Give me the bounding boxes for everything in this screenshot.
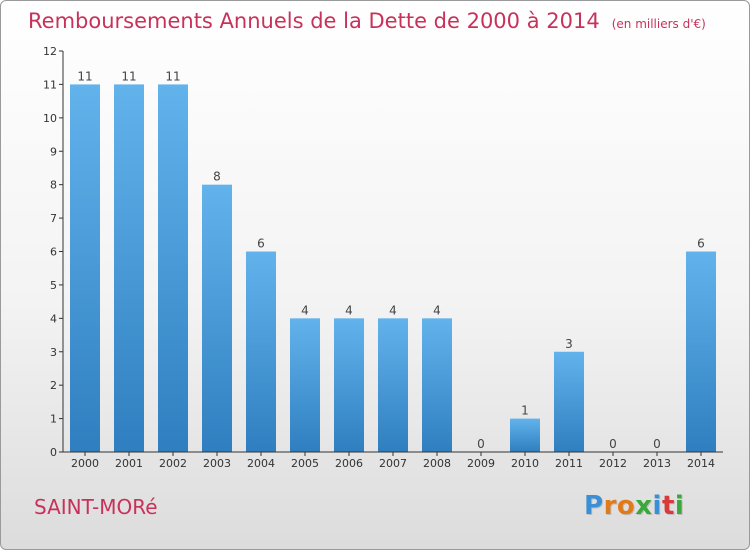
y-tick-label: 6 [50, 246, 57, 259]
x-tick-label: 2002 [159, 457, 187, 470]
x-tick-label: 2011 [555, 457, 583, 470]
data-label: 4 [433, 303, 441, 317]
y-tick-label: 1 [50, 413, 57, 426]
y-tick-label: 7 [50, 212, 57, 225]
chart-unit: (en milliers d'€) [611, 17, 706, 31]
data-label: 0 [609, 437, 617, 451]
logo-letter: r [603, 491, 617, 521]
bars-group [70, 84, 716, 453]
y-tick-label: 12 [43, 45, 57, 58]
data-label: 6 [697, 237, 705, 251]
data-label: 11 [165, 69, 180, 83]
data-label: 0 [477, 437, 485, 451]
data-label: 4 [301, 303, 309, 317]
x-tick-label: 2001 [115, 457, 143, 470]
axes-group: 0123456789101112200011200111200211200382… [43, 45, 723, 470]
data-label: 11 [77, 69, 92, 83]
data-label: 1 [521, 404, 529, 418]
x-tick-label: 2007 [379, 457, 407, 470]
x-tick-label: 2008 [423, 457, 451, 470]
data-label: 3 [565, 337, 573, 351]
bar [422, 318, 452, 452]
proxiti-logo: Proxiti [584, 491, 684, 521]
y-tick-label: 3 [50, 346, 57, 359]
logo-letter: o [616, 491, 636, 521]
bar [554, 351, 584, 452]
y-tick-label: 8 [50, 179, 57, 192]
x-tick-label: 2000 [71, 457, 99, 470]
data-label: 4 [345, 303, 353, 317]
bar [334, 318, 364, 452]
y-tick-label: 4 [50, 312, 57, 325]
data-label: 6 [257, 237, 265, 251]
bar [202, 184, 232, 452]
y-tick-label: 2 [50, 379, 57, 392]
x-tick-label: 2010 [511, 457, 539, 470]
y-tick-label: 5 [50, 279, 57, 292]
bar [378, 318, 408, 452]
bar [246, 251, 276, 452]
bar [158, 84, 188, 453]
data-label: 0 [653, 437, 661, 451]
bar [114, 84, 144, 453]
x-tick-label: 2003 [203, 457, 231, 470]
logo-letter: x [635, 491, 653, 521]
chart-title-text: Remboursements Annuels de la Dette de 20… [28, 9, 600, 33]
x-tick-label: 2009 [467, 457, 495, 470]
logo-letter: i [674, 491, 685, 521]
logo-letter: i [652, 491, 662, 521]
logo-letter: P [584, 491, 604, 521]
y-tick-label: 11 [43, 78, 57, 91]
data-label: 11 [121, 69, 136, 83]
bar [70, 84, 100, 453]
bar [686, 251, 716, 452]
x-tick-label: 2013 [643, 457, 671, 470]
x-tick-label: 2005 [291, 457, 319, 470]
x-tick-label: 2012 [599, 457, 627, 470]
data-label: 4 [389, 303, 397, 317]
commune-name: SAINT-MORé [34, 495, 158, 519]
data-label: 8 [213, 170, 221, 184]
logo-letter: t [661, 491, 675, 521]
x-tick-label: 2006 [335, 457, 363, 470]
y-tick-label: 9 [50, 145, 57, 158]
bar [510, 418, 540, 452]
x-tick-label: 2014 [687, 457, 715, 470]
y-tick-label: 0 [50, 446, 57, 459]
bar [290, 318, 320, 452]
y-tick-label: 10 [43, 112, 57, 125]
x-tick-label: 2004 [247, 457, 275, 470]
chart-title: Remboursements Annuels de la Dette de 20… [28, 9, 706, 33]
